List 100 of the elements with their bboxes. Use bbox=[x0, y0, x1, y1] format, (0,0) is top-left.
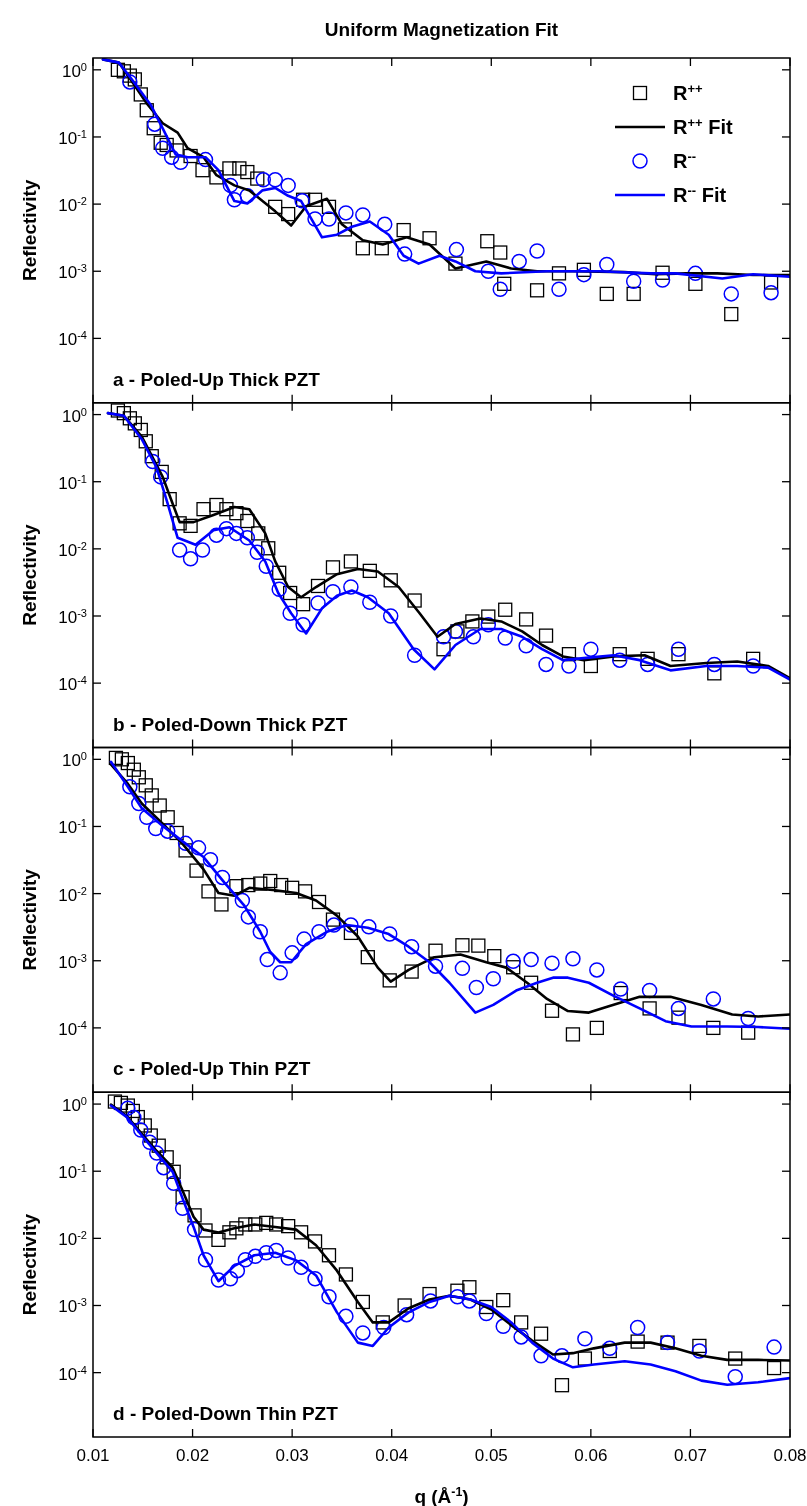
point bbox=[496, 1293, 511, 1308]
point bbox=[172, 516, 187, 531]
point bbox=[108, 750, 124, 766]
point bbox=[523, 975, 539, 990]
point bbox=[448, 256, 463, 271]
point bbox=[182, 551, 199, 567]
point bbox=[163, 149, 180, 165]
point bbox=[565, 1027, 581, 1042]
point bbox=[514, 1315, 529, 1330]
point bbox=[396, 246, 413, 262]
point bbox=[561, 658, 577, 674]
point bbox=[241, 877, 256, 893]
legend-label: R$^{--}$ Fit bbox=[673, 182, 727, 206]
point bbox=[529, 283, 545, 298]
point bbox=[240, 909, 257, 925]
y-tick-label: 10$^{-1}$ bbox=[58, 472, 87, 493]
point bbox=[428, 943, 443, 958]
point bbox=[183, 148, 198, 164]
point bbox=[190, 840, 207, 856]
point bbox=[583, 658, 599, 674]
point bbox=[706, 1020, 721, 1036]
point bbox=[209, 497, 224, 513]
point bbox=[398, 1306, 415, 1323]
point bbox=[338, 1267, 354, 1282]
point bbox=[670, 641, 687, 657]
y-tick-label: 10$^{-1}$ bbox=[58, 817, 87, 838]
point bbox=[154, 140, 171, 156]
point bbox=[222, 161, 237, 176]
point bbox=[274, 877, 289, 893]
legend-label: R$^{--}$ bbox=[673, 148, 697, 172]
point bbox=[251, 526, 266, 541]
point bbox=[671, 647, 686, 662]
x-tick-label: 0.05 bbox=[474, 1446, 508, 1465]
y-axis-title: Reflectivity bbox=[19, 524, 40, 626]
point bbox=[209, 170, 224, 185]
point bbox=[763, 284, 779, 301]
point bbox=[746, 651, 761, 666]
point bbox=[338, 1308, 354, 1325]
point bbox=[311, 894, 327, 910]
point bbox=[321, 1248, 337, 1263]
point bbox=[381, 926, 398, 942]
point bbox=[343, 554, 359, 569]
point bbox=[518, 638, 534, 654]
point bbox=[169, 143, 184, 158]
point bbox=[248, 1217, 263, 1232]
point bbox=[126, 1109, 142, 1126]
x-tick-label: 0.08 bbox=[773, 1446, 807, 1465]
point bbox=[133, 422, 148, 438]
point bbox=[422, 1293, 439, 1309]
point bbox=[422, 231, 437, 246]
point bbox=[480, 617, 497, 633]
point bbox=[282, 605, 298, 621]
point bbox=[280, 1250, 296, 1266]
point bbox=[461, 1293, 478, 1309]
point bbox=[166, 1164, 181, 1179]
point bbox=[766, 1339, 782, 1355]
annotation: d - Poled-Down Thin PZT bbox=[113, 1403, 339, 1424]
point bbox=[172, 154, 189, 171]
point bbox=[406, 647, 423, 664]
point bbox=[261, 541, 276, 556]
point bbox=[362, 594, 378, 611]
point bbox=[148, 1145, 165, 1161]
point bbox=[611, 652, 628, 668]
point bbox=[448, 241, 465, 258]
point bbox=[126, 762, 141, 777]
y-tick-label: 10$^{-2}$ bbox=[58, 539, 87, 560]
y-tick-label: 10$^{-1}$ bbox=[58, 127, 87, 148]
point bbox=[137, 1118, 152, 1133]
point bbox=[745, 658, 761, 674]
point bbox=[131, 795, 147, 812]
point bbox=[343, 917, 359, 933]
point bbox=[151, 1138, 166, 1153]
point bbox=[492, 281, 508, 297]
point bbox=[629, 1319, 646, 1336]
point bbox=[728, 1351, 743, 1366]
point bbox=[551, 281, 567, 297]
y-tick-label: 10$^{-2}$ bbox=[58, 884, 87, 905]
point bbox=[198, 1223, 213, 1238]
point bbox=[296, 931, 312, 947]
point bbox=[144, 453, 161, 470]
point bbox=[281, 206, 296, 222]
point bbox=[146, 116, 163, 132]
point bbox=[436, 642, 451, 657]
point bbox=[493, 245, 508, 260]
y-tick-label: 10$^{-2}$ bbox=[58, 195, 87, 216]
y-tick-label: 10$^{-4}$ bbox=[58, 329, 87, 350]
point bbox=[577, 1351, 593, 1366]
point bbox=[159, 137, 174, 153]
point bbox=[267, 172, 283, 188]
point bbox=[297, 884, 313, 899]
annotation: a - Poled-Up Thick PZT bbox=[113, 368, 321, 390]
point bbox=[360, 950, 375, 965]
point bbox=[153, 135, 168, 150]
point bbox=[642, 1001, 657, 1016]
y-tick-label: 10$^{-3}$ bbox=[58, 951, 87, 972]
point bbox=[154, 464, 169, 480]
point bbox=[147, 820, 164, 837]
point bbox=[197, 151, 214, 168]
point bbox=[122, 74, 138, 90]
point bbox=[518, 612, 534, 627]
